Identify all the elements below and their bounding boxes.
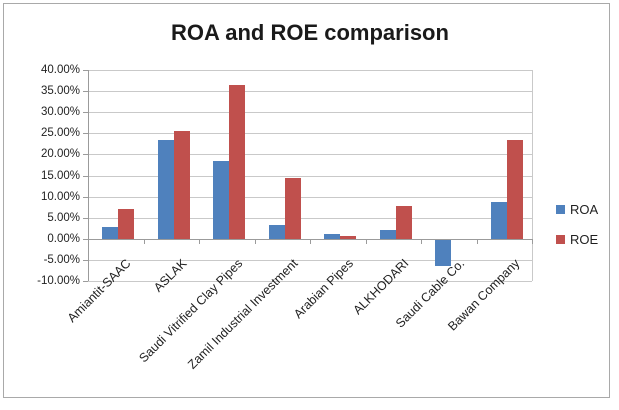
x-axis-label: Amiantit-SAAC	[65, 256, 134, 326]
gridline	[88, 260, 532, 262]
bar-roa-4	[324, 233, 340, 239]
gridline	[88, 69, 532, 71]
y-axis-line	[88, 70, 89, 282]
bar-roe-0	[118, 209, 134, 239]
bar-roe-4	[340, 236, 356, 239]
y-axis-label: 35.00%	[40, 84, 80, 97]
y-axis-tick	[83, 133, 88, 135]
x-axis-tick	[143, 239, 145, 244]
chart-title: ROA and ROE comparison	[171, 20, 449, 45]
bar-roe-5	[395, 205, 412, 239]
legend-item-roe: ROE	[556, 233, 598, 246]
y-axis-label: -10.00%	[37, 275, 80, 288]
gridline	[88, 175, 532, 177]
legend-label-roe: ROE	[570, 232, 599, 247]
y-axis-tick	[83, 217, 88, 219]
y-axis-tick	[83, 260, 88, 262]
y-axis-tick	[83, 69, 88, 71]
bar-roa-0	[102, 227, 118, 239]
roe-series-swatch	[556, 235, 565, 244]
y-axis-label: 10.00%	[40, 190, 80, 203]
x-axis-tick	[254, 239, 256, 244]
y-axis-label: 40.00%	[40, 63, 80, 76]
roa-series-swatch	[556, 205, 565, 214]
bar-roe-1	[173, 131, 190, 239]
gridline	[88, 154, 532, 156]
plot-right-border	[532, 70, 533, 282]
x-axis-label: Saudi Vitrified Clay Pipes	[135, 256, 245, 366]
y-axis-label: -5.00%	[43, 254, 80, 267]
x-axis-label: Arabian Pipes	[291, 256, 356, 322]
y-axis-tick	[83, 175, 88, 177]
legend-label-roa: ROA	[570, 202, 599, 217]
x-axis-tick	[365, 239, 367, 244]
gridline	[88, 217, 532, 219]
bar-roa-2	[213, 161, 229, 239]
bar-roe-3	[284, 178, 301, 239]
chart-border	[3, 3, 610, 398]
legend: ROA ROE	[556, 203, 598, 263]
y-axis-label: 30.00%	[40, 106, 80, 119]
y-axis-tick	[83, 239, 88, 240]
y-axis-tick	[83, 112, 88, 114]
x-axis-label: ASLAK	[151, 256, 190, 295]
x-axis-tick	[310, 239, 311, 244]
x-axis-tick	[421, 239, 422, 244]
y-axis-tick	[83, 90, 88, 92]
x-axis-tick	[199, 239, 200, 244]
bar-roe-7	[506, 140, 523, 239]
legend-item-roa: ROA	[556, 203, 598, 216]
y-axis-label: 5.00%	[47, 211, 80, 224]
y-axis-tick	[83, 154, 88, 156]
y-axis-label: 25.00%	[40, 127, 80, 140]
bar-roe-2	[229, 85, 245, 239]
gridline	[88, 90, 532, 92]
x-axis-label: Zamil Industrial Investment	[184, 256, 301, 372]
gridline	[88, 112, 532, 114]
x-axis-label: ALKHODARI	[350, 256, 412, 318]
y-axis-tick	[83, 281, 88, 283]
y-axis-label: 15.00%	[40, 169, 80, 182]
bar-roa-6	[435, 240, 451, 267]
x-axis-tick	[532, 239, 533, 244]
y-axis-label: 20.00%	[40, 148, 80, 161]
y-axis-label: 0.00%	[47, 233, 80, 245]
gridline	[88, 281, 532, 283]
gridline	[88, 196, 532, 198]
x-axis-tick	[88, 239, 89, 244]
bar-roa-7	[490, 201, 507, 239]
bar-roa-5	[379, 230, 396, 239]
x-axis-tick	[476, 239, 478, 244]
bar-roa-1	[157, 140, 174, 239]
bar-roa-3	[268, 225, 285, 239]
y-axis-tick	[83, 196, 88, 198]
gridline	[88, 133, 532, 135]
